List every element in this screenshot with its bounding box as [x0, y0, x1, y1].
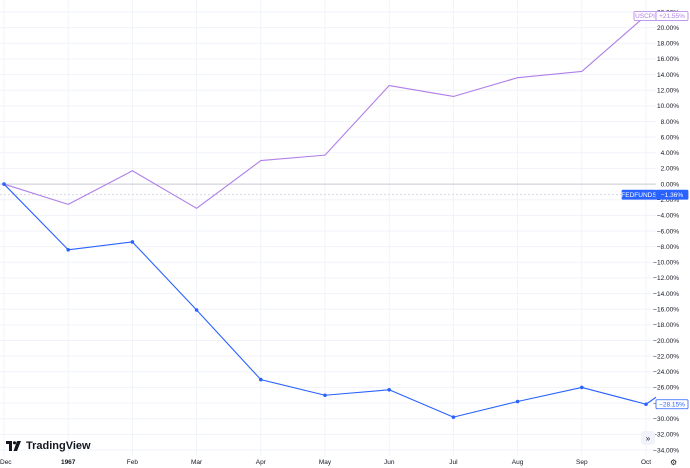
y-tick-label: −34.00% [653, 447, 679, 454]
y-tick-label: 20.00% [657, 25, 679, 32]
x-axis: Dec 1967 Feb Mar Apr May Jun Jul Aug Sep Oct [0, 459, 651, 466]
uscpi-name-label: USCPI [635, 13, 655, 20]
fedfunds-value-tag [655, 399, 689, 410]
uscpi-value-tag [655, 11, 689, 21]
y-tick-label: −32.00% [653, 432, 679, 439]
fedfunds-name-label: FEDFUNDS [621, 192, 657, 199]
y-tick-label: 2.00% [661, 166, 680, 173]
scroll-to-realtime-button[interactable]: » [641, 431, 655, 445]
tradingview-logo: TradingView [6, 440, 91, 452]
x-tick-label: Mar [191, 459, 203, 466]
y-tick-label: 8.00% [661, 119, 680, 126]
y-tick-label: 18.00% [657, 41, 679, 48]
y-tick-label: −2.00% [657, 197, 679, 204]
series-line [3, 15, 647, 209]
y-axis: 22.00%20.00%18.00%16.00%14.00%12.00%10.0… [653, 9, 679, 454]
y-tick-label: −6.00% [657, 228, 679, 235]
series-lines [2, 15, 657, 419]
y-tick-label: 12.00% [657, 88, 679, 95]
y-tick-label: −26.00% [653, 385, 679, 392]
y-tick-label: −24.00% [653, 369, 679, 376]
data-point [2, 182, 6, 186]
data-point [580, 385, 584, 390]
fedfunds-value-label: −28.15% [659, 401, 685, 408]
grid [0, 0, 656, 456]
y-tick-label: −12.00% [653, 275, 679, 282]
series-line-tail [645, 396, 657, 405]
fedfunds-price-label: −1.36% [661, 192, 683, 199]
data-point [130, 240, 135, 244]
data-point [323, 393, 327, 398]
y-tick-label: −16.00% [653, 307, 679, 314]
series-fedfunds [2, 182, 657, 419]
gear-icon[interactable]: ⚙ [670, 458, 678, 467]
x-tick-label: Sep [576, 459, 588, 466]
series-uscpi [3, 15, 647, 209]
y-tick-label: 10.00% [657, 103, 679, 110]
data-point [66, 247, 70, 252]
y-tick-label: −10.00% [653, 260, 679, 267]
y-tick-label: −4.00% [657, 213, 679, 220]
x-tick-label: Feb [127, 459, 139, 466]
fedfunds-price-tag [655, 189, 689, 200]
y-tick-label: 4.00% [661, 150, 680, 157]
tradingview-logo-icon [6, 441, 21, 451]
data-point [259, 377, 263, 382]
y-tick-label: 6.00% [661, 134, 680, 141]
data-point [515, 399, 520, 404]
data-point [644, 402, 648, 407]
series-tags: USCPI +21.55% FEDFUNDS −1.36% −28.15% [621, 11, 689, 410]
y-tick-label: 0.00% [661, 181, 680, 188]
x-tick-label: Jul [449, 459, 458, 466]
data-point [194, 308, 199, 312]
y-tick-label: 16.00% [657, 56, 679, 63]
y-tick-label: −22.00% [653, 353, 679, 360]
data-point [451, 415, 456, 419]
x-tick-label: 1967 [61, 459, 76, 466]
y-tick-label: −8.00% [657, 244, 679, 251]
y-tick-label: −20.00% [653, 338, 679, 345]
x-tick-label: Jun [384, 459, 395, 466]
x-tick-label: May [319, 459, 332, 466]
y-tick-label: 14.00% [657, 72, 679, 79]
x-tick-label: Aug [512, 459, 524, 466]
x-tick-label: Oct [641, 459, 651, 466]
y-tick-label: −30.00% [653, 416, 679, 423]
x-tick-label: Apr [256, 459, 267, 466]
logo-text: TradingView [26, 440, 91, 452]
y-tick-label: −18.00% [653, 322, 679, 329]
double-chevron-right-icon: » [645, 433, 651, 443]
data-point [387, 387, 392, 392]
x-tick-label: Dec [0, 459, 12, 466]
uscpi-value-label: +21.55% [659, 13, 685, 20]
y-tick-label: −14.00% [653, 291, 679, 298]
